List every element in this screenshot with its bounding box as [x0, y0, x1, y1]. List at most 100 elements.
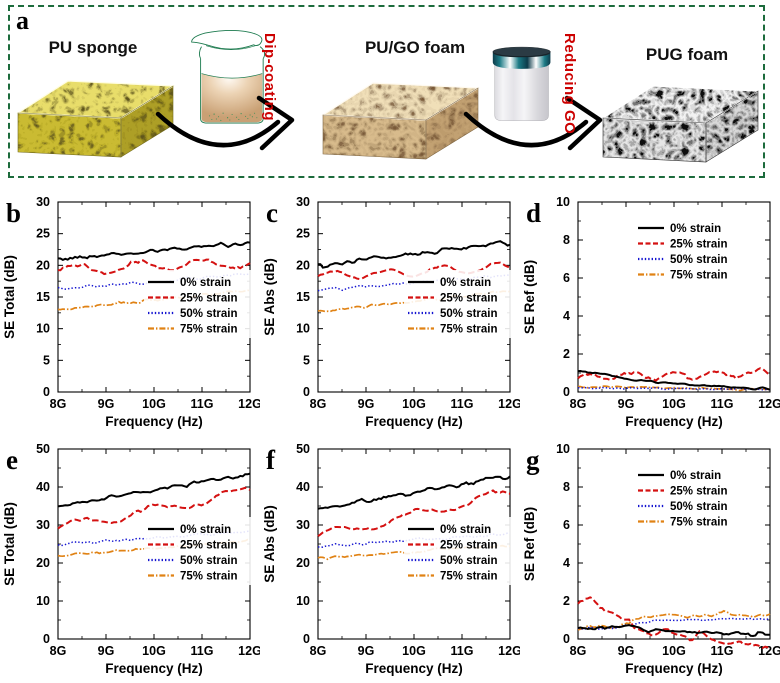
svg-text:25: 25: [36, 227, 50, 241]
svg-text:25% strain: 25% strain: [670, 486, 728, 498]
svg-text:50% strain: 50% strain: [440, 555, 498, 567]
svg-text:10G: 10G: [662, 644, 686, 658]
svg-text:75% strain: 75% strain: [180, 324, 238, 336]
svg-text:15: 15: [36, 290, 50, 304]
svg-text:9G: 9G: [358, 644, 375, 658]
svg-text:9G: 9G: [618, 397, 635, 411]
svg-text:SE Ref (dB): SE Ref (dB): [522, 260, 537, 334]
svg-text:SE Total (dB): SE Total (dB): [2, 502, 17, 586]
svg-text:Frequency (Hz): Frequency (Hz): [105, 661, 203, 676]
svg-text:0% strain: 0% strain: [670, 470, 721, 482]
svg-text:4: 4: [563, 309, 570, 323]
svg-text:20: 20: [296, 556, 310, 570]
svg-text:2: 2: [563, 594, 570, 608]
svg-text:10: 10: [36, 322, 50, 336]
svg-text:8G: 8G: [310, 397, 327, 411]
svg-text:50% strain: 50% strain: [180, 308, 238, 320]
svg-text:0% strain: 0% strain: [670, 223, 721, 235]
svg-text:5: 5: [43, 353, 50, 367]
svg-text:10G: 10G: [142, 644, 166, 658]
svg-text:10: 10: [296, 322, 310, 336]
svg-text:25% strain: 25% strain: [180, 540, 238, 552]
svg-text:6: 6: [563, 271, 570, 285]
svg-text:30: 30: [36, 518, 50, 532]
svg-text:SE Total (dB): SE Total (dB): [2, 255, 17, 339]
svg-text:30: 30: [296, 518, 310, 532]
svg-text:0% strain: 0% strain: [440, 277, 491, 289]
svg-text:Frequency (Hz): Frequency (Hz): [365, 414, 463, 429]
svg-text:d: d: [526, 198, 541, 228]
svg-text:25: 25: [296, 227, 310, 241]
svg-text:Frequency (Hz): Frequency (Hz): [105, 414, 203, 429]
svg-text:f: f: [266, 445, 276, 475]
svg-text:20: 20: [36, 258, 50, 272]
svg-text:75% strain: 75% strain: [440, 324, 498, 336]
svg-text:75% strain: 75% strain: [180, 571, 238, 583]
svg-text:25% strain: 25% strain: [440, 293, 498, 305]
svg-text:6: 6: [563, 518, 570, 532]
svg-text:10G: 10G: [402, 397, 426, 411]
svg-text:75% strain: 75% strain: [670, 517, 728, 529]
svg-text:75% strain: 75% strain: [440, 571, 498, 583]
svg-text:10G: 10G: [662, 397, 686, 411]
svg-text:2: 2: [563, 347, 570, 361]
svg-text:75% strain: 75% strain: [670, 270, 728, 282]
svg-text:8G: 8G: [570, 644, 587, 658]
svg-text:Frequency (Hz): Frequency (Hz): [365, 661, 463, 676]
svg-text:5: 5: [303, 353, 310, 367]
svg-text:SE Ref (dB): SE Ref (dB): [522, 507, 537, 581]
svg-text:50% strain: 50% strain: [180, 555, 238, 567]
svg-text:9G: 9G: [98, 397, 115, 411]
svg-text:10: 10: [556, 195, 570, 209]
svg-text:8G: 8G: [570, 397, 587, 411]
svg-text:20: 20: [296, 258, 310, 272]
svg-text:e: e: [6, 445, 18, 475]
svg-text:50% strain: 50% strain: [670, 254, 728, 266]
svg-text:20: 20: [36, 556, 50, 570]
svg-text:4: 4: [563, 556, 570, 570]
svg-text:8: 8: [563, 233, 570, 247]
svg-text:0% strain: 0% strain: [180, 277, 231, 289]
svg-text:10: 10: [556, 442, 570, 456]
svg-text:25% strain: 25% strain: [440, 540, 498, 552]
svg-text:12G: 12G: [498, 397, 520, 411]
svg-text:9G: 9G: [618, 644, 635, 658]
svg-text:25% strain: 25% strain: [670, 239, 728, 251]
svg-text:50: 50: [296, 442, 310, 456]
svg-text:b: b: [6, 198, 21, 228]
svg-text:10G: 10G: [402, 644, 426, 658]
svg-text:30: 30: [296, 195, 310, 209]
svg-text:10: 10: [36, 594, 50, 608]
svg-text:11G: 11G: [191, 397, 214, 411]
svg-text:50: 50: [36, 442, 50, 456]
svg-text:SE Abs (dB): SE Abs (dB): [262, 258, 277, 336]
svg-text:c: c: [266, 198, 278, 228]
svg-text:SE Abs (dB): SE Abs (dB): [262, 505, 277, 583]
svg-text:8G: 8G: [50, 644, 67, 658]
svg-text:8: 8: [563, 480, 570, 494]
svg-text:9G: 9G: [358, 397, 375, 411]
svg-text:50% strain: 50% strain: [670, 501, 728, 513]
svg-text:g: g: [526, 445, 540, 475]
svg-text:Frequency (Hz): Frequency (Hz): [625, 661, 723, 676]
svg-text:12G: 12G: [238, 644, 260, 658]
svg-text:30: 30: [36, 195, 50, 209]
svg-text:10: 10: [296, 594, 310, 608]
svg-text:11G: 11G: [191, 644, 214, 658]
svg-text:12G: 12G: [238, 397, 260, 411]
svg-text:0% strain: 0% strain: [180, 524, 231, 536]
svg-text:12G: 12G: [758, 644, 780, 658]
svg-text:12G: 12G: [498, 644, 520, 658]
svg-text:40: 40: [296, 480, 310, 494]
svg-text:9G: 9G: [98, 644, 115, 658]
svg-text:11G: 11G: [451, 397, 474, 411]
svg-text:11G: 11G: [711, 397, 734, 411]
svg-text:25% strain: 25% strain: [180, 293, 238, 305]
svg-text:12G: 12G: [758, 397, 780, 411]
svg-text:11G: 11G: [451, 644, 474, 658]
svg-text:15: 15: [296, 290, 310, 304]
svg-text:8G: 8G: [50, 397, 67, 411]
svg-text:8G: 8G: [310, 644, 327, 658]
svg-text:40: 40: [36, 480, 50, 494]
svg-text:Frequency (Hz): Frequency (Hz): [625, 414, 723, 429]
